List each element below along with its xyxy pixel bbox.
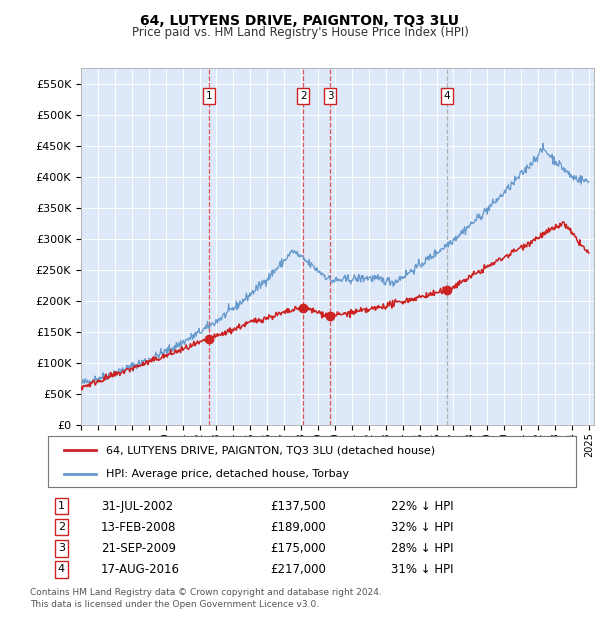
Text: 64, LUTYENS DRIVE, PAIGNTON, TQ3 3LU (detached house): 64, LUTYENS DRIVE, PAIGNTON, TQ3 3LU (de… [106,445,435,455]
Text: £175,000: £175,000 [270,542,326,555]
Text: 4: 4 [444,91,451,101]
Text: 31% ↓ HPI: 31% ↓ HPI [391,563,454,576]
Text: 32% ↓ HPI: 32% ↓ HPI [391,521,454,534]
Text: £217,000: £217,000 [270,563,326,576]
Text: 1: 1 [58,501,65,511]
Text: 28% ↓ HPI: 28% ↓ HPI [391,542,454,555]
Text: 4: 4 [58,564,65,575]
Text: 3: 3 [58,543,65,554]
Text: 31-JUL-2002: 31-JUL-2002 [101,500,173,513]
Text: 2: 2 [300,91,307,101]
Text: 1: 1 [206,91,212,101]
Text: 3: 3 [327,91,334,101]
Text: HPI: Average price, detached house, Torbay: HPI: Average price, detached house, Torb… [106,469,349,479]
Text: Price paid vs. HM Land Registry's House Price Index (HPI): Price paid vs. HM Land Registry's House … [131,26,469,39]
Text: 17-AUG-2016: 17-AUG-2016 [101,563,180,576]
Text: 13-FEB-2008: 13-FEB-2008 [101,521,176,534]
Text: 21-SEP-2009: 21-SEP-2009 [101,542,176,555]
Text: £137,500: £137,500 [270,500,326,513]
Text: 64, LUTYENS DRIVE, PAIGNTON, TQ3 3LU: 64, LUTYENS DRIVE, PAIGNTON, TQ3 3LU [140,14,460,28]
Text: 2: 2 [58,522,65,533]
Text: 22% ↓ HPI: 22% ↓ HPI [391,500,454,513]
Text: £189,000: £189,000 [270,521,326,534]
Text: Contains HM Land Registry data © Crown copyright and database right 2024.
This d: Contains HM Land Registry data © Crown c… [30,588,382,609]
